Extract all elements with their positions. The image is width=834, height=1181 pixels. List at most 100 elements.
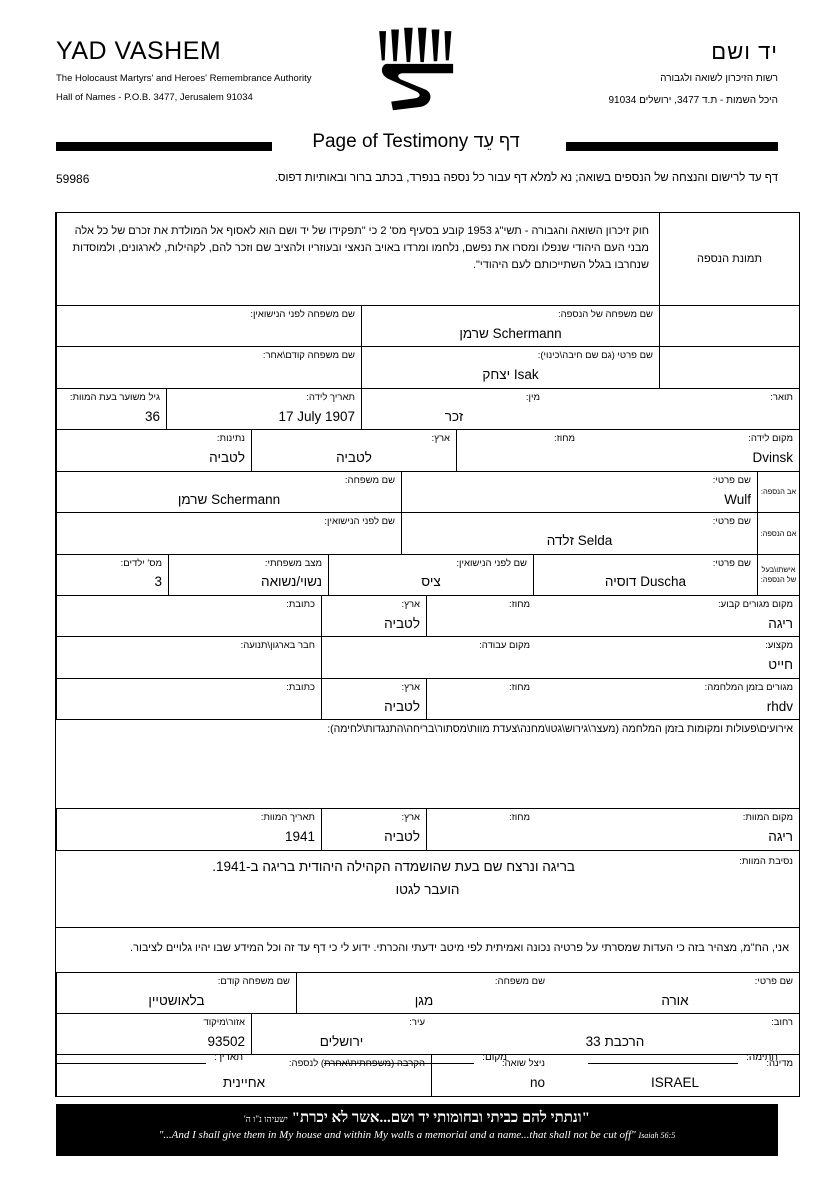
field-description[interactable]: תואר: <box>546 389 799 429</box>
field-birth-place[interactable]: מקום לידה: Dvinsk <box>581 430 799 470</box>
field-birth-date[interactable]: תאריך לידה: 17 July 1907 <box>166 388 361 430</box>
row-wartime-events: אירועים\פעולות ומקומות בזמן המלחמה (מעצר… <box>56 720 799 810</box>
field-death-country[interactable]: ארץ: לטביה <box>321 809 426 850</box>
field-previous-name-label: שם משפחה קודם\אחר: <box>262 350 355 362</box>
field-victim-first-name[interactable]: שם פרטי (גם שם חיבה\כינוי): Isak יצחק <box>361 347 659 388</box>
field-age-at-death-label: גיל משוער בעת המוות: <box>69 391 160 403</box>
field-permanent-residence[interactable]: מקום מגורים קבוע: ריגה <box>536 596 799 636</box>
field-wartime-address-label: כתובת: <box>286 681 315 693</box>
row-birth-place: נתינות: לטביה ארץ: לטביה מחוז: מקום לידה… <box>56 430 799 472</box>
field-submitter-street[interactable]: רחוב: הרכבת 33 <box>431 1014 799 1054</box>
yad-vashem-menorah-logo-icon <box>377 27 454 111</box>
field-age-at-death[interactable]: גיל משוער בעת המוות: 36 <box>56 388 166 430</box>
field-birth-district-label: מחוז: <box>554 433 575 445</box>
field-submitter-previous-name-label: שם משפחה קודם: <box>217 975 290 987</box>
field-death-date-value: 1941 <box>284 829 315 845</box>
field-wartime-district[interactable]: מחוז: <box>426 678 536 720</box>
field-marital-status-label: מצב משפחתי: <box>264 557 322 569</box>
field-gender[interactable]: מין: זכר <box>361 388 546 430</box>
header-hebrew-block: יד ושם רשות הזיכרון לשואה ולגבורה היכל ה… <box>608 39 779 108</box>
field-submitter-zip[interactable]: אזור\מיקוד 93502 <box>56 1014 251 1055</box>
field-description-value <box>552 408 793 424</box>
signature-line[interactable] <box>588 1049 739 1064</box>
field-wartime-events-value <box>62 740 793 756</box>
field-previous-name[interactable]: שם משפחה קודם\אחר: <box>56 347 361 388</box>
field-submitter-survivor[interactable]: ניצל שואה: no <box>431 1055 551 1096</box>
org-subtitle-he-1: רשות הזיכרון לשואה ולגבורה <box>660 73 778 85</box>
field-victim-family-name[interactable]: שם משפחה של הנספה: Schermann שרמן <box>361 306 659 347</box>
field-birth-district[interactable]: מחוז: <box>456 430 581 471</box>
field-children-count-value: 3 <box>154 574 162 590</box>
field-father-first-name[interactable]: שם פרטי: Wulf <box>401 471 757 513</box>
field-victim-family-name-value: Schermann שרמן <box>459 325 562 341</box>
field-mother-maiden-name[interactable]: שם לפני הנישואין: <box>56 513 401 554</box>
field-marital-status[interactable]: מצב משפחתי: נשוי/נשואה <box>168 554 328 595</box>
page-title: Page of Testimony דף עֵד <box>312 131 521 153</box>
field-submitter-street-value: הרכבת 33 <box>585 1033 645 1049</box>
field-death-place-value: ריגה <box>768 829 793 845</box>
field-mother-first-name[interactable]: שם פרטי: Selda זלדה <box>401 513 757 554</box>
field-submitter-first-name[interactable]: שם פרטי: אורה <box>551 973 799 1013</box>
field-wartime-residence[interactable]: מגורים בזמן המלחמה: rhdv <box>536 679 799 719</box>
signature-place-line[interactable] <box>324 1049 475 1064</box>
field-wartime-events[interactable]: אירועים\פעולות ומקומות בזמן המלחמה (מעצר… <box>56 720 799 808</box>
field-organization[interactable]: חבר בארגון\תנועה: <box>56 637 321 678</box>
footer-quote-en-source: Isaiah 56:5 <box>638 1131 676 1140</box>
field-residence-country-value: לטביה <box>384 615 420 631</box>
label-father-of-victim: אב הנספה: <box>757 471 799 513</box>
field-death-circumstances[interactable]: נסיבת המוות: בריגה ונרצח שם בעת שהושמדה … <box>56 851 799 927</box>
signature-place-field[interactable]: מקום: <box>324 1040 507 1064</box>
field-spouse-maiden-name[interactable]: שם לפני הנישואין: ציס <box>328 554 533 595</box>
document-header: YAD VASHEM The Holocaust Martyrs' and He… <box>0 37 834 138</box>
field-death-country-value: לטביה <box>384 829 420 845</box>
field-submitter-country[interactable]: מדינה: ISRAEL <box>551 1055 799 1095</box>
field-father-family-name[interactable]: שם משפחה: Schermann שרמן <box>56 471 401 513</box>
field-death-date[interactable]: תאריך המוות: 1941 <box>56 809 321 850</box>
field-organization-value <box>63 656 315 672</box>
field-occupation[interactable]: מקצוע: חייט <box>536 637 799 677</box>
org-subtitle-he-2: היכל השמות - ת.ד 3477, ירושלים 91034 <box>608 95 779 107</box>
field-submitter-previous-name[interactable]: שם משפחה קודם: בלאושטיין <box>56 972 296 1014</box>
org-name-en: YAD VASHEM <box>56 37 222 65</box>
testimony-form-table: חוק זיכרון השואה והגבורה - תשי"ג 1953 קו… <box>55 212 800 1097</box>
field-residence-district[interactable]: מחוז: <box>426 595 536 637</box>
row-occupation: חבר בארגון\תנועה: מקום עבודה: מקצוע: חיי… <box>56 637 799 679</box>
signature-field[interactable]: חתימה: <box>588 1040 778 1064</box>
signature-date-line[interactable] <box>56 1049 206 1064</box>
field-birth-place-value: Dvinsk <box>752 450 793 466</box>
victim-photo-box: תמונת הנספה <box>659 213 799 305</box>
field-submitter-family-name-value: מגן <box>414 992 434 1008</box>
field-children-count[interactable]: מס' ילדים: 3 <box>56 554 168 595</box>
field-submitter-country-value: ISRAEL <box>650 1075 700 1091</box>
field-death-place[interactable]: מקום המוות: ריגה <box>536 809 799 849</box>
field-maiden-name[interactable]: שם משפחה לפני הנישואין: <box>56 306 361 347</box>
field-workplace[interactable]: מקום עבודה: <box>321 637 536 678</box>
field-wartime-country[interactable]: ארץ: לטביה <box>321 678 426 720</box>
row-wartime-residence: כתובת: ארץ: לטביה מחוז: מגורים בזמן המלח… <box>56 678 799 721</box>
field-residence-country[interactable]: ארץ: לטביה <box>321 595 426 637</box>
field-father-family-name-value: Schermann שרמן <box>177 491 281 507</box>
photo-col-spacer-1 <box>659 306 799 347</box>
field-birth-place-label: מקום לידה: <box>748 433 793 445</box>
field-birth-date-value: 17 July 1907 <box>278 408 355 424</box>
field-submitter-previous-name-value: בלאושטיין <box>148 992 205 1008</box>
row-submitter-name: שם משפחה קודם: בלאושטיין שם משפחה: מגן ש… <box>56 972 799 1015</box>
field-victim-first-name-label: שם פרטי (גם שם חיבה\כינוי): <box>537 350 653 362</box>
field-death-circumstances-value: בריגה ונרצח שם בעת שהושמדה הקהילה היהודי… <box>212 858 575 874</box>
field-wartime-address[interactable]: כתובת: <box>56 678 321 720</box>
field-birth-country[interactable]: ארץ: לטביה <box>251 430 456 471</box>
field-spouse-first-name[interactable]: שם פרטי: Duscha דוסיה <box>533 554 757 595</box>
header-english-block: YAD VASHEM The Holocaust Martyrs' and He… <box>56 37 311 105</box>
field-citizenship-value: לטביה <box>209 450 245 466</box>
field-submitter-family-name[interactable]: שם משפחה: מגן <box>296 972 551 1014</box>
field-submitter-city[interactable]: עיר: ירושלים <box>251 1014 431 1055</box>
signature-date-field[interactable]: תאריך: <box>56 1040 243 1064</box>
field-organization-label: חבר בארגון\תנועה: <box>240 640 315 652</box>
field-residence-address[interactable]: כתובת: <box>56 595 321 637</box>
field-wartime-district-value <box>433 698 530 714</box>
field-occupation-value: חייט <box>768 657 793 673</box>
footer-quote-he: "ונתתי להם כביתי ובחומותי יד ושם...אשר ל… <box>291 1110 590 1126</box>
field-death-district[interactable]: מחוז: <box>426 809 536 850</box>
field-citizenship[interactable]: נתינות: לטביה <box>56 430 251 471</box>
